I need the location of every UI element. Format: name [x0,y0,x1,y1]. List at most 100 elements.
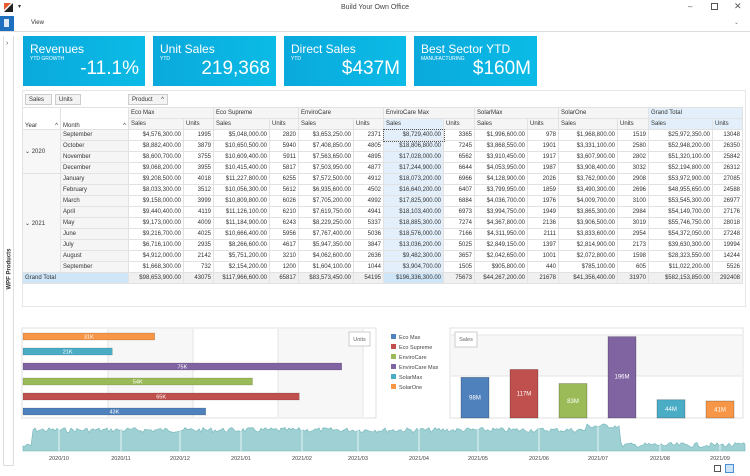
value-cell[interactable]: 1505 [443,261,475,273]
value-cell[interactable]: 4877 [353,162,384,174]
value-cell[interactable]: 25842 [712,151,743,163]
value-cell[interactable]: $9,208,500.00 [128,173,184,185]
value-cell[interactable]: $4,128,900.00 [474,173,528,185]
value-cell[interactable]: $11,022,200.00 [648,261,713,273]
value-cell[interactable]: 4941 [353,206,384,218]
value-cell[interactable]: 7274 [443,217,475,229]
value-cell[interactable]: 3210 [269,250,299,262]
value-cell[interactable]: $4,009,700.00 [558,195,618,207]
value-cell[interactable]: $54,149,700.00 [648,206,713,218]
value-cell[interactable]: $17,825,900.00 [383,195,444,207]
value-cell[interactable]: 3879 [183,140,214,152]
value-cell[interactable]: 3100 [617,195,649,207]
value-cell[interactable]: $1,996,600.00 [474,129,528,141]
value-cell[interactable]: 4502 [353,184,384,196]
value-cell[interactable]: 5911 [269,151,299,163]
value-cell[interactable]: 26312 [712,162,743,174]
legend-item[interactable]: Eco Max [399,335,421,341]
timeline-area[interactable] [22,423,746,452]
revenues-tile[interactable]: Revenues YTD GROWTH -11.1% [23,36,145,86]
value-cell[interactable]: 440 [527,261,559,273]
value-cell[interactable]: $25,972,350.00 [648,129,713,141]
value-cell[interactable]: $8,266,600.00 [213,239,270,251]
value-cell[interactable]: 6255 [269,173,299,185]
value-cell[interactable]: $1,668,300.00 [128,261,184,273]
value-cell[interactable]: $17,244,900.00 [383,162,444,174]
value-cell[interactable]: 6644 [443,162,475,174]
value-cell[interactable]: $3,904,700.00 [383,261,444,273]
value-cell[interactable]: $3,868,550.00 [474,140,528,152]
value-cell[interactable]: 5526 [712,261,743,273]
value-cell[interactable]: $13,036,200.00 [383,239,444,251]
value-cell[interactable]: 4025 [183,228,214,240]
value-cell[interactable]: 7166 [443,228,475,240]
value-cell[interactable]: $11,126,100.00 [213,206,270,218]
minimize-icon[interactable]: – [688,2,693,11]
value-cell[interactable]: 5956 [269,228,299,240]
legend-item[interactable]: SolarOne [399,385,422,391]
value-cell[interactable]: $51,320,100.00 [648,151,713,163]
bar-eco-supreme[interactable] [22,392,300,401]
value-cell[interactable]: 5817 [269,162,299,174]
value-cell[interactable]: $905,800.00 [474,261,528,273]
value-cell[interactable]: $1,604,100.00 [298,261,354,273]
legend-item[interactable]: EnviroCare Max [399,365,439,371]
bar-solarmax[interactable] [22,347,113,356]
quick-access-dropdown-icon[interactable]: ▾ [18,4,22,10]
value-cell[interactable]: $9,158,000.00 [128,195,184,207]
value-cell[interactable]: $2,042,650.00 [474,250,528,262]
value-cell[interactable]: 2580 [617,140,649,152]
value-cell[interactable]: 2802 [617,151,649,163]
value-cell[interactable]: 2820 [269,129,299,141]
year-group[interactable]: ⌄ 2020 [22,129,61,174]
value-cell[interactable]: 2142 [183,250,214,262]
value-cell[interactable]: $18,073,200.00 [383,173,444,185]
value-cell[interactable]: 1001 [527,250,559,262]
value-cell[interactable]: $2,814,900.00 [558,239,618,251]
value-cell[interactable]: $8,229,250.00 [298,217,354,229]
value-cell[interactable]: $3,762,000.00 [558,173,618,185]
value-cell[interactable]: 27248 [712,228,743,240]
value-cell[interactable]: 27176 [712,206,743,218]
value-cell[interactable]: $6,935,600.00 [298,184,354,196]
value-cell[interactable]: $3,910,450.00 [474,151,528,163]
layout-normal-icon[interactable] [714,465,721,472]
bar-envirocare-max[interactable] [22,362,342,371]
value-cell[interactable]: $3,607,900.00 [558,151,618,163]
value-cell[interactable]: 2173 [617,239,649,251]
value-cell[interactable]: $10,415,400.00 [213,162,270,174]
value-cell[interactable]: $18,806,800.00 [383,140,444,152]
bar-envirocare-max[interactable] [607,336,637,419]
value-cell[interactable]: 14244 [712,250,743,262]
value-cell[interactable]: 6243 [269,217,299,229]
column-field-product[interactable]: Product ^ [128,94,168,105]
product-header[interactable]: Eco Max [128,107,214,119]
value-cell[interactable]: $3,799,950.00 [474,184,528,196]
value-cell[interactable]: 19994 [712,239,743,251]
value-cell[interactable]: $18,885,300.00 [383,217,444,229]
value-cell[interactable]: $7,563,650.00 [298,151,354,163]
collapse-icon[interactable]: ⌄ [25,149,31,155]
value-cell[interactable]: $4,576,300.00 [128,129,184,141]
value-cell[interactable]: 3955 [183,162,214,174]
value-cell[interactable]: $7,503,950.00 [298,162,354,174]
value-cell[interactable]: $4,912,000.00 [128,250,184,262]
value-cell[interactable]: 2371 [353,129,384,141]
value-cell[interactable]: 1859 [527,184,559,196]
value-cell[interactable]: $7,767,400.00 [298,228,354,240]
data-field-units[interactable]: Units [55,94,81,105]
value-cell[interactable]: 605 [617,261,649,273]
value-cell[interactable]: 27085 [712,173,743,185]
value-cell[interactable]: $3,331,100.00 [558,140,618,152]
value-cell[interactable]: $8,033,300.00 [128,184,184,196]
value-cell[interactable]: $17,028,000.00 [383,151,444,163]
value-cell[interactable]: $4,367,800.00 [474,217,528,229]
data-field-sales[interactable]: Sales [25,94,52,105]
value-cell[interactable]: $3,833,600.00 [558,228,618,240]
bar-eco-max[interactable] [460,376,490,419]
bar-envirocare[interactable] [22,377,253,386]
value-cell[interactable]: 1987 [527,162,559,174]
value-cell[interactable]: $5,048,000.00 [213,129,270,141]
value-cell[interactable]: 3365 [443,129,475,141]
value-cell[interactable]: 6026 [269,195,299,207]
